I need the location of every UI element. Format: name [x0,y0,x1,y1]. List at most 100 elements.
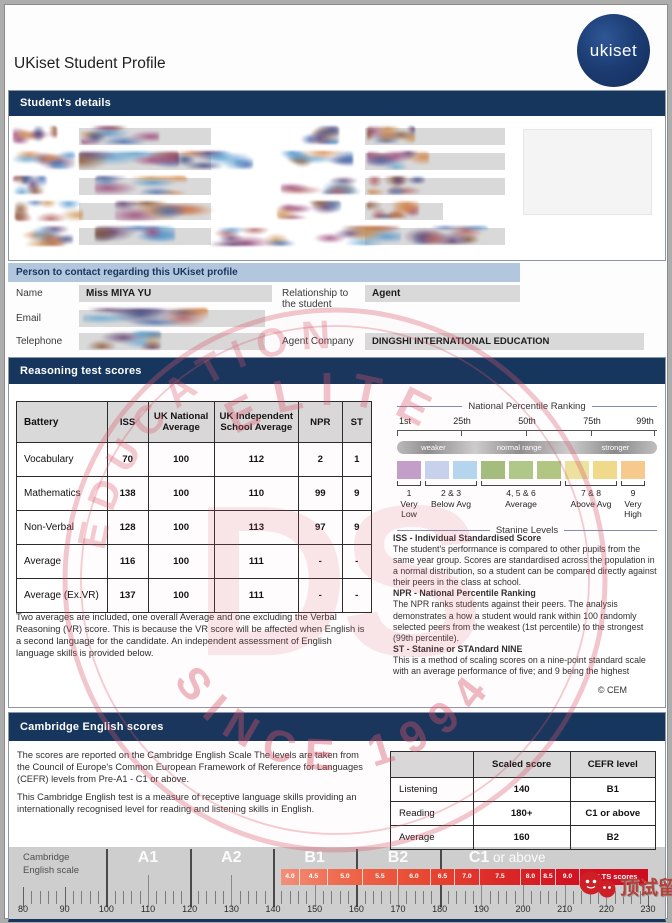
ielts-score-segment: 4.0 [281,869,300,885]
cambridge-header: Cambridge English scores [9,713,665,741]
table-row: Average (Ex.VR) 137 100 111- - [16,578,373,613]
score-cell: 140 [472,777,571,802]
skill-name-cell: Reading [390,801,474,826]
redacted-scribble [95,176,187,194]
score-cell: 100 [147,442,215,477]
scale-tick [23,887,24,907]
scale-tick [281,891,283,904]
scale-number: 150 [307,904,323,914]
student-details-header: Student's details [9,91,665,116]
redacted-scribble [367,201,419,218]
scale-tick [198,891,199,904]
scale-tick [206,891,208,904]
scale-tick [323,891,324,904]
telephone-label: Telephone [16,336,63,347]
score-cell: B2 [569,825,657,850]
document-page: UKiset Student Profile ukiset Student's … [4,4,672,922]
skill-name-cell: Average [390,825,474,850]
scale-tick [523,875,524,907]
divider-line [397,530,490,532]
diagram-footer-row: Stanine Levels [397,525,658,536]
table-row: Non-Verbal 128 100 113 97 9 [16,510,373,545]
scale-tick [306,891,308,904]
ielts-score-segment: 7.0 [455,869,480,885]
diagram-title: National Percentile Ranking [468,401,586,412]
reasoning-header: Reasoning test scores [9,358,665,384]
stanine-box [425,461,449,479]
scale-number: 170 [390,904,406,914]
group-bracket [425,481,477,486]
stanine-group-label: 7 & 8 Above Avg [565,488,617,520]
score-cell: - [298,578,343,613]
stanine-group-label: 1 Very Low [397,488,421,520]
group-bracket [621,481,645,486]
percentile-ranking-diagram: National Percentile Ranking 1st 25th 50th 7… [397,401,658,536]
redacted-scribble [15,201,83,221]
group-number: 4, 5 & 6 [506,488,536,498]
score-cell: 113 [213,510,300,545]
scale-tick [264,891,266,904]
reasoning-col-header: Battery [16,401,108,443]
redacted-scribble [83,308,208,326]
scale-number: 190 [473,904,489,914]
scale-tick [339,891,341,904]
score-cell: 70 [106,442,149,477]
skill-name-cell: Listening [390,777,474,802]
percentile-label: 75th [583,416,601,426]
ielts-score-segment: 9.0 [556,869,580,885]
group-bracket [565,481,617,486]
logo-accent-arc [627,9,645,23]
percentile-label: 99th [636,416,654,426]
ielts-score-segment: 5.0 [328,869,363,885]
scale-tick [214,891,216,904]
score-cell: 116 [106,544,149,579]
redacted-scribble [281,176,361,194]
group-number: 7 & 8 [580,488,602,498]
percentile-bracket [397,430,657,437]
definition-term: NPR - National Percentile Ranking [393,588,536,599]
scale-tick [514,891,516,904]
score-cell: 97 [298,510,343,545]
scale-tick [406,891,408,904]
scale-tick [381,891,383,904]
battery-name-cell: Average (Ex.VR) [16,578,108,613]
page-title: UKiset Student Profile [14,55,166,72]
scale-number: 80 [17,904,28,914]
stanine-box [453,461,477,479]
scale-number: 200 [515,904,531,914]
relationship-label: Relationship to the student [282,288,349,310]
definition-block: NPR - National Percentile Ranking The NPR… [393,588,661,643]
group-name: Above Avg [570,498,612,509]
scale-tick [48,891,49,904]
ielts-score-segment: 7.5 [480,869,521,885]
redacted-scribble [13,176,47,194]
table-row: Listening 140 B1 [390,777,657,802]
scale-tick [489,891,491,904]
redacted-scribble [281,126,339,144]
table-row: Mathematics 138 100 110 99 9 [16,476,373,511]
group-bracket [397,481,421,486]
redacted-scribble [210,228,305,246]
definition-text: The student's performance is compared to… [393,544,657,588]
scale-tick [448,891,449,904]
score-cell: 180+ [472,801,571,826]
scale-tick [164,891,166,904]
scale-tick [273,849,275,907]
battery-name-cell: Average [16,544,108,579]
scale-tick [223,891,224,904]
score-cell: 138 [106,476,149,511]
redacted-scribble [173,151,253,169]
ielts-score-strip: 4.0 4.5 5.0 5.5 6.0 6.5 7.0 7.5 8.0 8.5 9.0 IELTS s… [281,869,648,885]
scale-tick [614,891,616,904]
percentile-label: 50th [518,416,536,426]
scale-tick [423,891,424,904]
scale-tick [39,891,41,904]
relationship-value: Agent [365,285,520,302]
contact-header: Person to contact regarding this UKiset … [8,263,520,282]
divider-line [564,530,658,532]
scale-number: 110 [140,904,156,914]
battery-name-cell: Vocabulary [16,442,108,477]
redacted-scribble [115,201,215,221]
score-definitions: ISS - Individual Standardised Score The s… [393,533,661,696]
cefr-level-label: B1 [304,849,325,866]
